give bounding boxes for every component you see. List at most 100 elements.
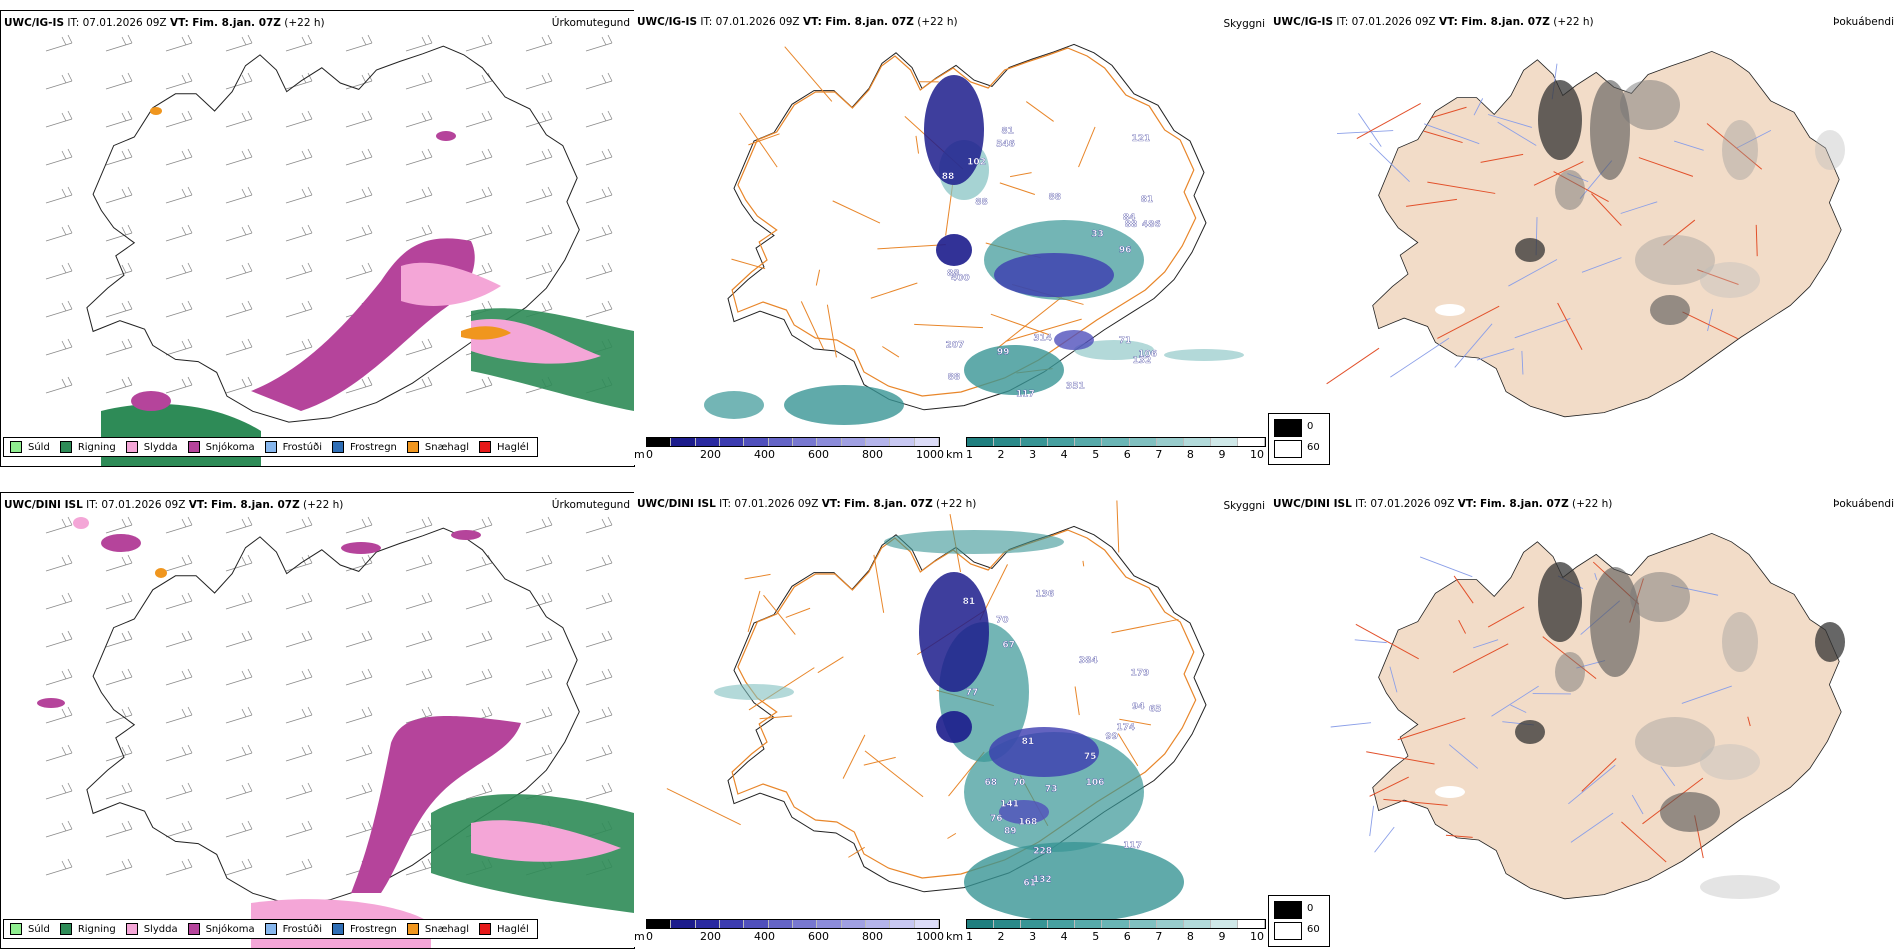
road	[826, 304, 837, 358]
wind-barb	[45, 782, 73, 800]
wind-barb-feather	[307, 668, 313, 678]
ceiling-visibility-panel-row2[interactable]: 70 70 68 81 73 179 89 168 384 228 76 117 81 132 174 106…	[634, 492, 1269, 947]
wind-barb-feather	[421, 594, 427, 604]
legend-label: Haglél	[497, 441, 529, 453]
fog-shading	[1660, 792, 1720, 832]
low-ceiling-area	[994, 253, 1114, 297]
wind-barb	[225, 72, 253, 90]
wind-barb-shaft	[105, 714, 133, 724]
wind-barb-feather	[67, 516, 73, 526]
ceiling-label: 70	[1013, 778, 1026, 788]
colorbar-step	[647, 920, 672, 928]
wind-barb	[345, 224, 373, 242]
colorbar-bar	[646, 437, 940, 447]
colorbar-tick: 3	[1029, 930, 1037, 943]
fog-legend-label: 60	[1307, 924, 1320, 935]
wind-barb-feather	[121, 188, 127, 198]
fog-panel-row2[interactable]: UWC/DINI ISL IT: 07.01.2026 09Z VT: Fim.…	[1270, 492, 1900, 947]
wind-barb	[225, 224, 253, 242]
road	[1533, 161, 1584, 186]
wind-barb-feather	[421, 226, 427, 236]
wind-barb-shaft	[345, 790, 373, 800]
road	[1005, 318, 1082, 342]
ceiling-label: 117	[1123, 841, 1142, 851]
road	[1453, 575, 1474, 604]
colorbar-step	[768, 920, 793, 928]
colorbar-step	[841, 920, 866, 928]
wind-barb	[165, 516, 193, 534]
wind-barb	[465, 668, 493, 686]
ceiling-label: 314	[1033, 334, 1052, 344]
road	[1621, 821, 1667, 863]
wind-barb-feather	[67, 186, 73, 196]
wind-barb-feather	[547, 300, 553, 310]
ceiling-label: 33	[1091, 229, 1104, 239]
colorbar-step	[914, 920, 939, 928]
wind-barb-feather	[307, 72, 313, 82]
wind-barb-shaft	[285, 156, 313, 166]
wind-barb-feather	[421, 74, 427, 84]
precip-type-panel-row2[interactable]: UWC/DINI ISL IT: 07.01.2026 09Z VT: Fim.…	[0, 492, 635, 949]
river	[1508, 259, 1558, 287]
wind-barb-feather	[121, 340, 127, 350]
wind-barb-feather	[61, 264, 67, 274]
wind-barb-shaft	[285, 346, 313, 356]
wind-barb-feather	[421, 860, 427, 870]
wind-barb-feather	[601, 226, 607, 236]
wind-barb-shaft	[225, 524, 253, 534]
wind-barb-feather	[181, 150, 187, 160]
colorbar-step	[671, 920, 696, 928]
wind-barb-shaft	[285, 828, 313, 838]
wind-barb-shaft	[45, 828, 73, 838]
ceiling-visibility-panel-row1[interactable]: 71 81 106 88 88 81 84 99 121 88 486 88 96 117 207 102 13…	[634, 10, 1269, 465]
snow-pellets-area	[155, 568, 167, 578]
wind-barb-shaft	[285, 308, 313, 318]
wind-barb-feather	[601, 632, 607, 642]
ceiling-label: 117	[1016, 389, 1035, 399]
river	[1510, 704, 1527, 713]
wind-barb-feather	[541, 556, 547, 566]
wind-barb-feather	[601, 36, 607, 46]
wind-barb-shaft	[165, 232, 193, 242]
colorbar-step	[1048, 920, 1076, 928]
wind-barb	[45, 300, 73, 318]
wind-barb-shaft	[225, 676, 253, 686]
road	[877, 244, 946, 250]
wind-barb-feather	[601, 150, 607, 160]
road	[1383, 798, 1448, 806]
wind-barb-feather	[247, 744, 253, 754]
wind-barb-feather	[427, 186, 433, 196]
wind-barb	[585, 668, 613, 686]
wind-barb-feather	[421, 150, 427, 160]
snow-area	[251, 238, 475, 411]
wind-barb-feather	[187, 72, 193, 82]
wind-barb-shaft	[225, 790, 253, 800]
precip-title-row1: Úrkomutegund	[551, 17, 630, 29]
colorbar-step	[1021, 438, 1049, 446]
wind-barb-feather	[547, 262, 553, 272]
wind-barb-shaft	[585, 562, 613, 572]
wind-barb	[45, 338, 73, 356]
wind-barb	[285, 592, 313, 610]
ceiling-label: 88	[975, 197, 988, 207]
wind-barb-feather	[127, 516, 133, 526]
wind-barb	[345, 782, 373, 800]
river	[1448, 744, 1479, 769]
wind-barb-feather	[61, 150, 67, 160]
wind-barb-shaft	[345, 194, 373, 204]
wind-barb-shaft	[225, 118, 253, 128]
precip-type-panel-row1[interactable]: UWC/IG-IS IT: 07.01.2026 09Z VT: Fim. 8.…	[0, 10, 635, 467]
low-ceiling-area	[936, 234, 972, 266]
wind-barb-feather	[247, 262, 253, 272]
wind-barb-feather	[367, 820, 373, 830]
wind-barb-feather	[427, 516, 433, 526]
wind-barb-feather	[247, 554, 253, 564]
wind-barb-feather	[67, 262, 73, 272]
fog-panel-row1[interactable]: UWC/IG-IS IT: 07.01.2026 09Z VT: Fim. 8.…	[1270, 10, 1900, 465]
road	[999, 182, 1036, 195]
river	[1476, 348, 1515, 361]
road	[947, 832, 957, 839]
wind-barb-shaft	[585, 600, 613, 610]
wind-barb-feather	[127, 262, 133, 272]
wind-barb-shaft	[225, 346, 253, 356]
